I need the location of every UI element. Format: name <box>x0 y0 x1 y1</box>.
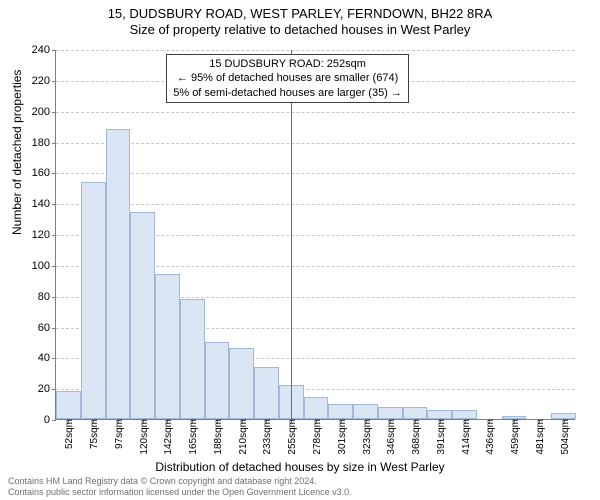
ytick-label: 240 <box>32 44 56 56</box>
histogram-bar <box>353 404 378 419</box>
y-axis-label: Number of detached properties <box>10 70 24 235</box>
xtick-label: 52sqm <box>61 419 75 449</box>
xtick-label: 436sqm <box>482 419 496 455</box>
gridline <box>56 204 575 205</box>
histogram-bar <box>403 407 428 419</box>
gridline <box>56 143 575 144</box>
histogram-bar <box>452 410 477 419</box>
histogram-bar <box>304 397 329 419</box>
ytick-label: 120 <box>32 229 56 241</box>
xtick-label: 346sqm <box>383 419 397 455</box>
xtick-label: 75sqm <box>86 419 100 449</box>
xtick-label: 301sqm <box>334 419 348 455</box>
annotation-line3: 5% of semi-detached houses are larger (3… <box>173 86 402 100</box>
histogram-bar <box>551 413 576 419</box>
xtick-label: 414sqm <box>458 419 472 455</box>
xtick-label: 165sqm <box>185 419 199 455</box>
histogram-bar <box>328 404 353 419</box>
annotation-box: 15 DUDSBURY ROAD: 252sqm ← 95% of detach… <box>166 54 409 103</box>
histogram-bar <box>427 410 452 419</box>
reference-line <box>291 50 292 419</box>
gridline <box>56 112 575 113</box>
ytick-label: 160 <box>32 167 56 179</box>
xtick-label: 120sqm <box>136 419 150 455</box>
ytick-label: 180 <box>32 137 56 149</box>
xtick-label: 97sqm <box>111 419 125 449</box>
plot-area: 15 DUDSBURY ROAD: 252sqm ← 95% of detach… <box>55 50 575 420</box>
footer-line2: Contains public sector information licen… <box>8 487 592 498</box>
gridline <box>56 50 575 51</box>
xtick-label: 142sqm <box>160 419 174 455</box>
footer-credits: Contains HM Land Registry data © Crown c… <box>8 476 592 498</box>
histogram-bar <box>56 391 81 419</box>
histogram-bar <box>155 274 180 419</box>
xtick-label: 255sqm <box>284 419 298 455</box>
xtick-label: 368sqm <box>408 419 422 455</box>
ytick-label: 140 <box>32 198 56 210</box>
histogram-bar <box>254 367 279 419</box>
page-title-line2: Size of property relative to detached ho… <box>0 22 600 38</box>
histogram-bar <box>130 212 155 419</box>
histogram-bar <box>180 299 205 419</box>
ytick-label: 40 <box>38 352 56 364</box>
xtick-label: 278sqm <box>309 419 323 455</box>
xtick-label: 210sqm <box>235 419 249 455</box>
ytick-label: 60 <box>38 322 56 334</box>
ytick-label: 220 <box>32 75 56 87</box>
xtick-label: 391sqm <box>433 419 447 455</box>
histogram-bar <box>378 407 403 419</box>
ytick-label: 200 <box>32 106 56 118</box>
histogram-bar <box>81 182 106 419</box>
annotation-line2: ← 95% of detached houses are smaller (67… <box>173 71 402 85</box>
footer-line1: Contains HM Land Registry data © Crown c… <box>8 476 592 487</box>
x-axis-label: Distribution of detached houses by size … <box>0 460 600 474</box>
ytick-label: 80 <box>38 291 56 303</box>
gridline <box>56 173 575 174</box>
xtick-label: 323sqm <box>359 419 373 455</box>
ytick-label: 0 <box>44 414 56 426</box>
page-title-line1: 15, DUDSBURY ROAD, WEST PARLEY, FERNDOWN… <box>0 6 600 22</box>
xtick-label: 481sqm <box>532 419 546 455</box>
histogram-bar <box>205 342 230 419</box>
chart-area: 15 DUDSBURY ROAD: 252sqm ← 95% of detach… <box>55 50 575 420</box>
xtick-label: 459sqm <box>507 419 521 455</box>
annotation-line1: 15 DUDSBURY ROAD: 252sqm <box>173 57 402 71</box>
ytick-label: 20 <box>38 383 56 395</box>
histogram-bar <box>106 129 131 419</box>
histogram-bar <box>502 416 527 419</box>
ytick-label: 100 <box>32 260 56 272</box>
histogram-bar <box>229 348 254 419</box>
xtick-label: 188sqm <box>210 419 224 455</box>
xtick-label: 504sqm <box>557 419 571 455</box>
xtick-label: 233sqm <box>259 419 273 455</box>
